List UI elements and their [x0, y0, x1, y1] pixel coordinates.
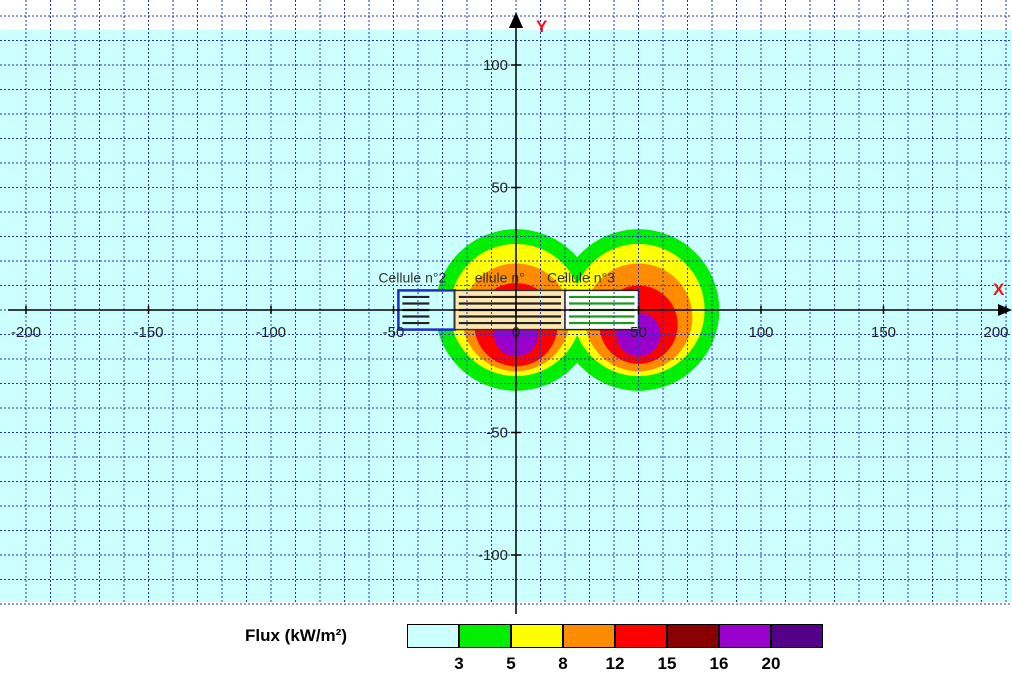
- legend-swatch-7: [771, 624, 823, 648]
- x-tick-label: 150: [871, 324, 896, 341]
- y-axis-arrow: [509, 12, 523, 28]
- x-tick-label: 200: [983, 324, 1008, 341]
- x-tick-label: 100: [748, 324, 773, 341]
- grid: [0, 0, 1012, 605]
- x-tick-label: 50: [630, 324, 647, 341]
- legend-value-2: 5: [506, 654, 516, 673]
- x-tick-label: 0: [512, 324, 520, 341]
- legend-value-3: 8: [558, 654, 568, 673]
- legend-swatch-0: [407, 624, 459, 648]
- legend-value-7: 20: [761, 654, 781, 673]
- x-tick-label: -50: [383, 324, 405, 341]
- legend-value-5: 15: [657, 654, 677, 673]
- legend-swatch-4: [615, 624, 667, 648]
- legend-swatch-5: [667, 624, 719, 648]
- x-axis-label: X: [993, 280, 1005, 299]
- y-tick-label: -100: [478, 547, 508, 564]
- legend-swatch-6: [719, 624, 771, 648]
- tick-labels: -200 -150 -100 -50 0 50 100 150 200 -100 -50 50 100: [11, 57, 1009, 564]
- y-tick-label: 50: [491, 180, 508, 197]
- x-tick-label: -200: [11, 324, 41, 341]
- y-tick-label: 100: [483, 57, 508, 74]
- x-axis-arrow: [998, 304, 1012, 316]
- legend-value-1: 3: [454, 654, 464, 673]
- flux-legend: Flux (kW/m²) 3 5 8 12 15 16 20: [0, 622, 1012, 682]
- legend-swatch-1: [459, 624, 511, 648]
- cell-label-2: ellule n°: [475, 269, 525, 285]
- cells: Cellule n°2 ellule n° Cellule n°3: [378, 269, 640, 331]
- y-axis-label: Y: [536, 17, 548, 36]
- legend-title: Flux (kW/m²): [245, 626, 347, 645]
- legend-value-6: 16: [709, 654, 729, 673]
- legend-swatch-3: [563, 624, 615, 648]
- flux-map-plot: Cellule n°2 ellule n° Cellule n°3 X Y -200…: [0, 0, 1012, 614]
- x-tick-label: -150: [133, 324, 163, 341]
- axes: X Y: [8, 12, 1012, 614]
- legend-value-4: 12: [605, 654, 625, 673]
- cell-label-1: Cellule n°2: [378, 269, 446, 285]
- legend-swatch-2: [511, 624, 563, 648]
- y-tick-label: -50: [486, 425, 508, 442]
- cell-label-3: Cellule n°3: [547, 269, 615, 285]
- x-tick-label: -100: [256, 324, 286, 341]
